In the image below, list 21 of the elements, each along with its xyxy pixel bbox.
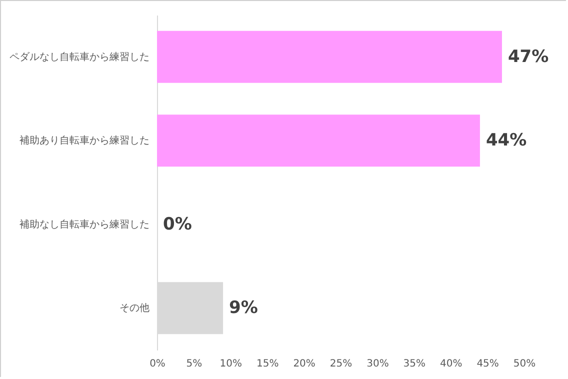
y-tick-label: 補助なし自転車から練習した (20, 218, 150, 230)
data-label: 44% (486, 130, 527, 151)
data-label: 9% (229, 298, 258, 318)
x-tick-label: 5% (186, 358, 202, 370)
x-tick-label: 40% (440, 358, 462, 370)
x-tick-label: 30% (366, 358, 389, 370)
x-tick-label: 45% (476, 358, 499, 370)
bar (157, 114, 480, 167)
bar (157, 30, 502, 83)
x-tick-label: 10% (220, 358, 242, 370)
y-tick-label: 補助あり自転車から練習した (20, 134, 150, 147)
x-tick-label: 0% (150, 358, 166, 370)
data-label: 0% (163, 214, 192, 234)
x-tick-label: 20% (293, 358, 316, 370)
y-tick-label: その他 (120, 302, 150, 314)
x-tick-label: 35% (403, 358, 426, 370)
data-label: 47% (508, 46, 549, 67)
y-tick-label: ペダルなし自転車から練習した (10, 50, 150, 63)
x-tick-label: 15% (256, 358, 279, 370)
x-tick-label: 50% (513, 358, 536, 370)
x-tick-label: 25% (330, 358, 352, 370)
